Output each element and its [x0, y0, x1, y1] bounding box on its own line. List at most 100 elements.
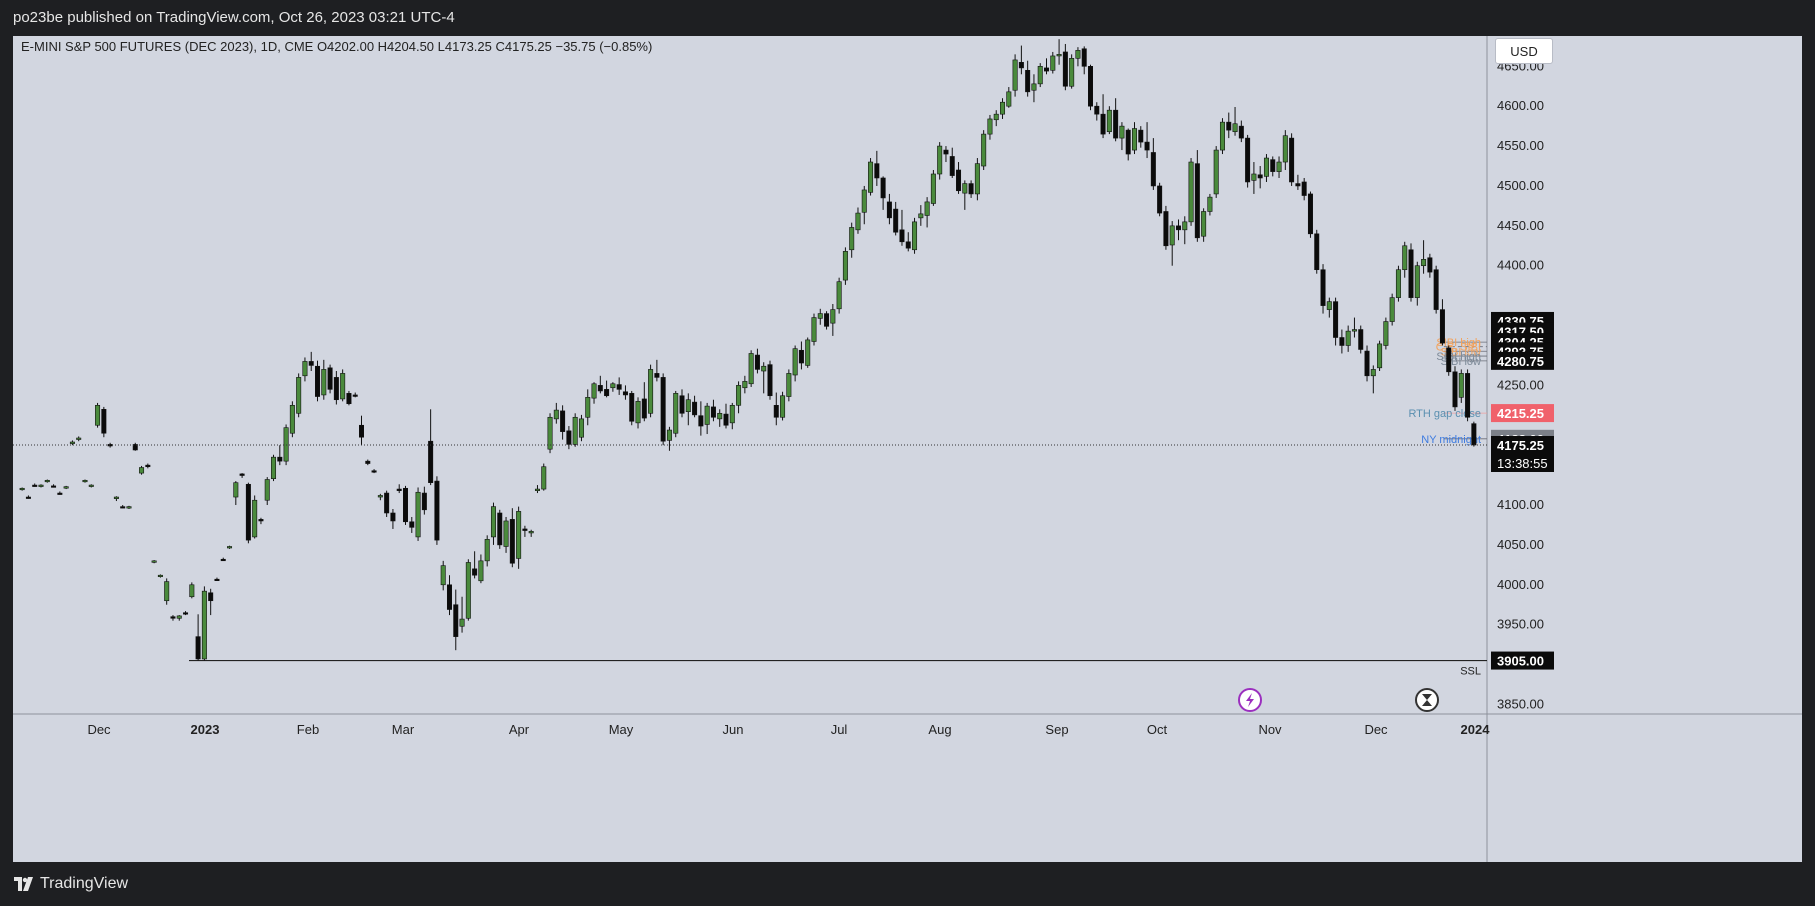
candle[interactable] [1465, 369, 1471, 422]
candle[interactable] [214, 577, 220, 581]
candle[interactable] [239, 473, 245, 478]
candle[interactable] [51, 484, 57, 488]
candle[interactable] [1088, 64, 1094, 111]
candle[interactable] [245, 482, 251, 544]
candle[interactable] [635, 397, 641, 429]
candle[interactable] [1100, 94, 1106, 139]
candle[interactable] [1427, 253, 1433, 278]
candle[interactable] [509, 508, 515, 568]
candle[interactable] [792, 345, 798, 382]
candle[interactable] [767, 360, 773, 400]
candle[interactable] [962, 180, 968, 210]
candle[interactable] [25, 495, 31, 499]
candle[interactable] [1351, 317, 1357, 338]
candle[interactable] [252, 495, 258, 539]
candle[interactable] [271, 454, 277, 482]
candle[interactable] [308, 351, 314, 372]
candle[interactable] [1320, 264, 1326, 314]
candle[interactable] [1414, 261, 1420, 306]
candle[interactable] [956, 162, 962, 194]
candle[interactable] [817, 308, 823, 325]
candle[interactable] [421, 486, 427, 515]
candle[interactable] [949, 147, 955, 178]
candle[interactable] [930, 170, 936, 206]
candle[interactable] [773, 392, 779, 426]
candle[interactable] [597, 375, 603, 394]
candle[interactable] [830, 304, 836, 336]
candle[interactable] [786, 369, 792, 402]
candle[interactable] [1421, 240, 1427, 274]
candle[interactable] [415, 487, 421, 541]
candle[interactable] [1383, 317, 1389, 350]
candle[interactable] [1314, 229, 1320, 274]
candle[interactable] [937, 142, 943, 180]
candle[interactable] [490, 502, 496, 545]
candle[interactable] [698, 401, 704, 436]
candle[interactable] [1012, 54, 1018, 97]
candle[interactable] [478, 554, 484, 584]
candle[interactable] [396, 484, 402, 494]
candle[interactable] [679, 389, 685, 418]
candle[interactable] [1326, 297, 1332, 318]
candle[interactable] [566, 426, 572, 450]
candle[interactable] [1188, 158, 1194, 226]
candle[interactable] [1169, 221, 1175, 266]
candle[interactable] [183, 611, 189, 616]
candle[interactable] [1125, 128, 1131, 161]
candle[interactable] [1458, 369, 1464, 403]
candle[interactable] [1175, 219, 1181, 241]
candle[interactable] [1408, 243, 1414, 302]
candle[interactable] [591, 382, 597, 404]
candle[interactable] [1025, 60, 1031, 97]
candle[interactable] [585, 389, 591, 426]
candle[interactable] [377, 493, 383, 501]
candle[interactable] [1289, 133, 1295, 186]
candle[interactable] [176, 615, 182, 621]
candle[interactable] [918, 205, 924, 226]
candle[interactable] [201, 586, 207, 661]
candle[interactable] [1144, 122, 1150, 159]
candle[interactable] [1031, 74, 1037, 103]
candle[interactable] [1370, 365, 1376, 394]
candle[interactable] [924, 197, 930, 228]
candle[interactable] [1062, 43, 1068, 91]
candle[interactable] [1452, 366, 1458, 411]
candle[interactable] [905, 232, 911, 252]
candle[interactable] [365, 459, 371, 466]
candle[interactable] [673, 390, 679, 438]
candle[interactable] [497, 509, 503, 549]
candle[interactable] [974, 158, 980, 201]
candle[interactable] [1402, 241, 1408, 278]
candle[interactable] [1389, 293, 1395, 326]
candle[interactable] [899, 209, 905, 246]
candle[interactable] [981, 130, 987, 171]
candle[interactable] [780, 391, 786, 421]
candle[interactable] [1446, 345, 1452, 376]
candle[interactable] [1358, 325, 1364, 354]
candle[interactable] [1238, 120, 1244, 143]
candle[interactable] [893, 201, 899, 236]
candle[interactable] [69, 440, 75, 446]
candle[interactable] [1056, 39, 1062, 65]
candle[interactable] [340, 369, 346, 402]
candle[interactable] [1471, 421, 1477, 447]
candle[interactable] [541, 463, 547, 491]
candle[interactable] [610, 382, 616, 392]
candle[interactable] [1263, 154, 1269, 182]
candle[interactable] [371, 469, 377, 474]
candle[interactable] [1113, 98, 1119, 142]
candle[interactable] [654, 359, 660, 382]
candle[interactable] [359, 415, 365, 446]
candle[interactable] [107, 442, 113, 448]
candle[interactable] [547, 413, 553, 454]
candle[interactable] [503, 516, 509, 553]
candle[interactable] [1301, 177, 1307, 201]
candle[interactable] [1213, 146, 1219, 198]
candle[interactable] [315, 360, 321, 402]
candle[interactable] [1018, 45, 1024, 75]
candle[interactable] [641, 382, 647, 422]
candle[interactable] [1433, 265, 1439, 314]
candle[interactable] [1069, 54, 1075, 89]
chart-area[interactable]: SIBI high C.E. SIBI SIBI low SIBI high SIBI … [13, 36, 1802, 862]
